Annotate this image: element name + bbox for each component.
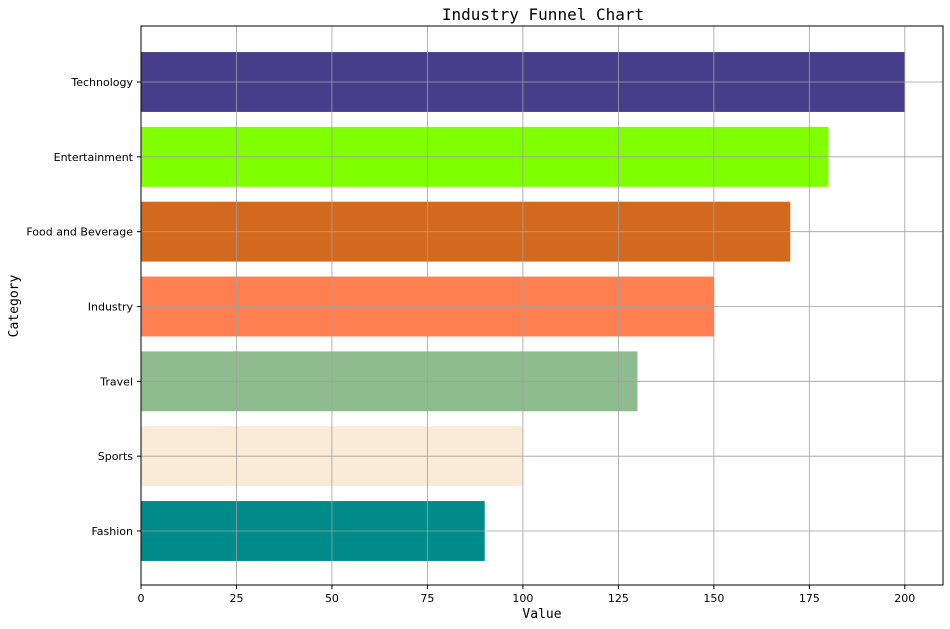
y-axis-label: Category: [7, 275, 22, 338]
plot-frame: [140, 25, 944, 586]
x-tick-label: 25: [229, 592, 243, 605]
x-axis-ticks: 0 25 50 75 100 125 150 175 200: [138, 585, 915, 605]
y-tick-label: Technology: [70, 76, 133, 89]
y-tick-label: Fashion: [91, 525, 133, 538]
x-tick-label: 50: [325, 592, 339, 605]
x-tick-label: 100: [512, 592, 533, 605]
x-tick-label: 150: [703, 592, 724, 605]
y-tick-label: Food and Beverage: [26, 226, 133, 239]
x-tick-label: 125: [608, 592, 629, 605]
y-tick-label: Industry: [88, 301, 134, 314]
x-tick-label: 200: [894, 592, 915, 605]
y-tick-label: Entertainment: [54, 151, 134, 164]
y-tick-label: Travel: [99, 375, 133, 388]
x-axis-label: Value: [522, 607, 561, 622]
x-tick-label: 75: [420, 592, 434, 605]
x-tick-label: 175: [799, 592, 820, 605]
x-tick-label: 0: [138, 592, 145, 605]
y-axis-ticks: Technology Entertainment Food and Beverage…: [26, 76, 141, 538]
y-tick-label: Sports: [98, 450, 134, 463]
chart-title: Industry Funnel Chart: [442, 5, 644, 24]
